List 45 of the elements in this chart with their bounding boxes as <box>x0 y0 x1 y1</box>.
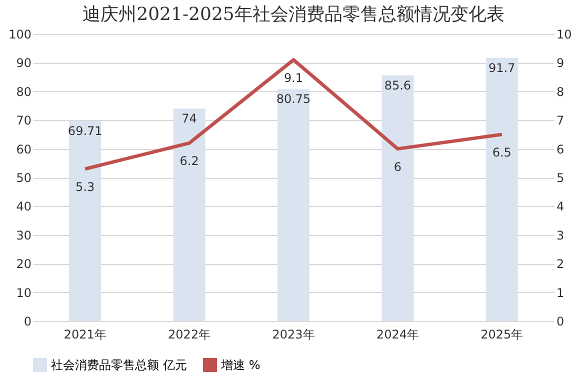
y-tick-label: 20 <box>16 257 32 272</box>
data-label: 91.7 <box>488 60 516 75</box>
bar <box>382 75 414 321</box>
y-tick-label: 40 <box>16 200 32 214</box>
y-tick-label: 100 <box>8 28 32 42</box>
data-label: 85.6 <box>384 78 412 92</box>
y-tick-label: 60 <box>16 142 32 156</box>
data-label: 9.1 <box>284 70 304 85</box>
bar <box>69 120 102 321</box>
x-tick-label: 2023年 <box>272 328 315 342</box>
data-label: 80.75 <box>276 92 311 106</box>
y-tick-label: 0 <box>24 314 32 328</box>
y-tick-label: 80 <box>16 84 32 99</box>
data-label: 6.2 <box>180 154 199 168</box>
y-tick-label: 10 <box>16 286 32 300</box>
y2-tick-label: 6 <box>556 142 564 156</box>
y2-tick-label: 2 <box>556 257 564 272</box>
data-label: 6 <box>394 160 402 174</box>
y2-tick-label: 8 <box>556 84 564 99</box>
y2-tick-label: 5 <box>556 171 564 185</box>
bar <box>173 108 206 321</box>
y2-tick-label: 0 <box>556 314 564 328</box>
data-label: 74 <box>182 112 197 126</box>
y2-tick-label: 1 <box>556 286 564 300</box>
y-tick-label: 30 <box>16 228 32 242</box>
y-tick-label: 70 <box>16 114 32 128</box>
legend-label: 社会消费品零售总额 亿元 <box>51 358 187 372</box>
y-tick-label: 50 <box>16 171 32 185</box>
x-tick-label: 2021年 <box>64 328 106 342</box>
x-tick-label: 2025年 <box>480 328 524 342</box>
y2-tick-label: 9 <box>556 56 564 70</box>
bar <box>486 58 518 321</box>
y2-tick-label: 3 <box>556 228 564 242</box>
chart-title: 迪庆州2021-2025年社会消费品零售总额情况变化表 <box>82 4 504 25</box>
legend-label: 增速 % <box>220 358 260 372</box>
y2-tick-label: 10 <box>556 28 572 42</box>
bar <box>278 89 310 321</box>
data-label: 5.3 <box>76 180 95 194</box>
y2-tick-label: 7 <box>556 114 564 128</box>
x-tick-label: 2022年 <box>168 328 211 342</box>
data-label: 69.71 <box>68 124 102 138</box>
data-label: 6.5 <box>492 145 512 160</box>
y-tick-label: 90 <box>16 56 32 70</box>
x-tick-label: 2024年 <box>376 328 419 342</box>
y2-tick-label: 4 <box>556 200 564 214</box>
